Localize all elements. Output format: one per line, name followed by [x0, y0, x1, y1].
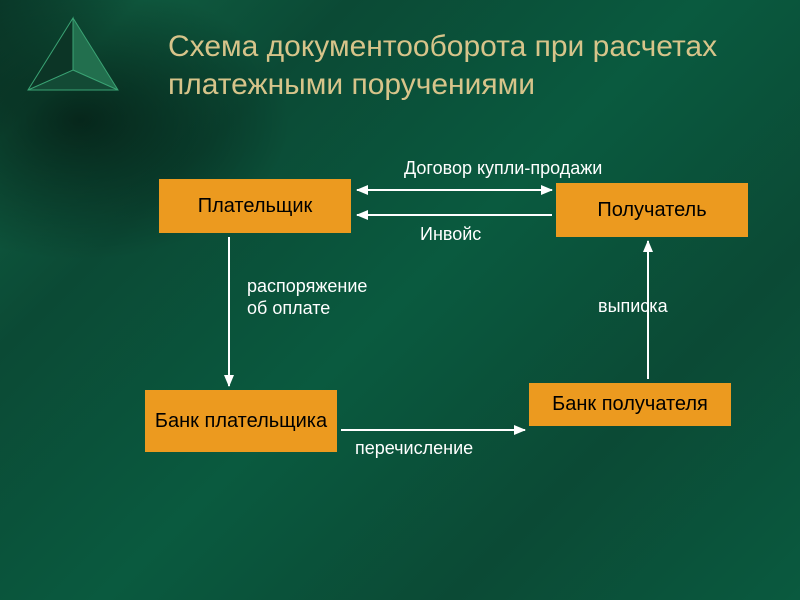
- node-label: Получатель: [597, 199, 706, 222]
- edge-label-contract: Договор купли-продажи: [404, 158, 602, 180]
- node-label: Банк плательщика: [155, 410, 327, 433]
- node-payer-bank: Банк плательщика: [145, 390, 337, 452]
- edge-label-invoice: Инвойс: [420, 224, 481, 246]
- node-payee: Получатель: [556, 183, 748, 237]
- tetrahedron-decoration: [18, 12, 128, 122]
- node-label: Плательщик: [198, 195, 313, 218]
- node-label: Банк получателя: [552, 393, 708, 416]
- slide-title: Схема документооборота при расчетах плат…: [168, 28, 728, 103]
- edge-label-transfer: перечисление: [355, 438, 473, 460]
- edge-label-statement: выписка: [598, 296, 668, 318]
- node-payee-bank: Банк получателя: [529, 383, 731, 426]
- node-payer: Плательщик: [159, 179, 351, 233]
- edge-label-order: распоряжение об оплате: [247, 276, 367, 319]
